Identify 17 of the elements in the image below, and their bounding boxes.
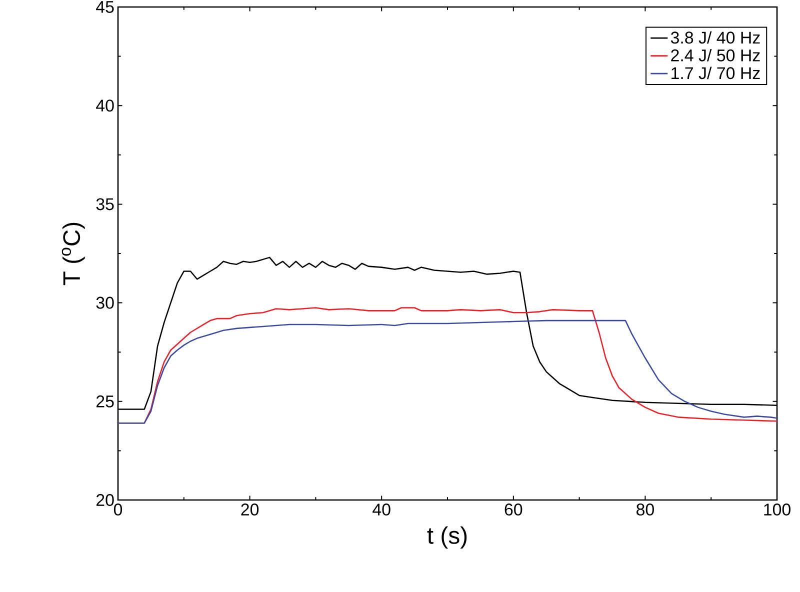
x-axis-title: t (s) (427, 526, 467, 549)
x-tick-label: 40 (372, 504, 390, 516)
y-tick-label: 35 (96, 198, 114, 210)
x-tick-label: 100 (764, 504, 790, 516)
x-tick-label: 20 (241, 504, 259, 516)
legend-label: 3.8 J/ 40 Hz (670, 31, 760, 44)
x-tick-label: 0 (114, 504, 122, 516)
y-tick-label: 20 (96, 494, 114, 506)
legend-label: 2.4 J/ 50 Hz (671, 48, 760, 62)
y-axis-title: T ($^{o}$C) (62, 222, 85, 286)
y-tick-label: 40 (96, 100, 114, 112)
x-tick-label: 60 (504, 504, 522, 516)
y-tick-label: 30 (96, 296, 114, 309)
legend-label: 1.7 J/ 70 Hz (672, 66, 760, 80)
y-tick-label: 25 (96, 395, 114, 408)
x-tick-label: 80 (636, 504, 654, 516)
y-tick-label: 45 (96, 1, 114, 13)
